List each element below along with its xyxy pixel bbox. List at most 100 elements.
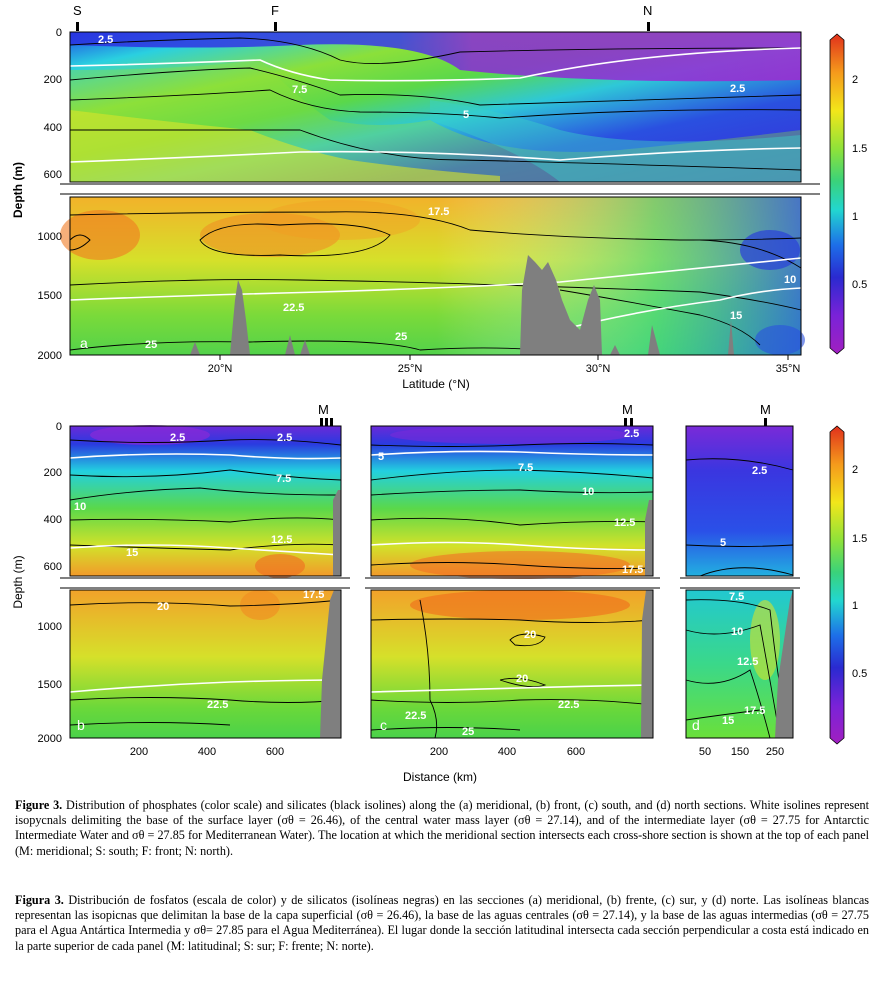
a-ytick-1500: 1500 — [38, 290, 62, 302]
a-ytick-200: 200 — [44, 74, 62, 86]
label-a-2: 5 — [463, 109, 469, 121]
label-d-5: 17.5 — [744, 705, 765, 717]
a-xtick-30: 30°N — [586, 363, 611, 375]
caption-es-label: Figura 3. — [15, 893, 64, 907]
c-xtick-400: 400 — [498, 746, 516, 758]
panel-c-marker: M — [622, 402, 633, 417]
panel-b-letter: b — [77, 717, 85, 733]
cbar-a-15: 1.5 — [852, 143, 867, 155]
cbar-b-1: 1 — [852, 600, 858, 612]
a-xtick-25: 25°N — [398, 363, 423, 375]
label-a-7: 15 — [730, 310, 742, 322]
label-a-0: 2.5 — [98, 34, 113, 46]
label-c-10: 25 — [462, 726, 474, 738]
d-xtick-250: 250 — [766, 746, 784, 758]
a-xtick-20: 20°N — [208, 363, 233, 375]
bottom-ylabel: Depth (m) — [11, 555, 25, 608]
a-ytick-2000: 2000 — [38, 350, 62, 362]
a-xtick-35: 35°N — [776, 363, 801, 375]
label-b-7: 17.5 — [303, 589, 324, 601]
label-c-3: 10 — [582, 486, 594, 498]
c-xtick-600: 600 — [567, 746, 585, 758]
label-b-3: 10 — [74, 501, 86, 513]
colorbar-a: 2 1.5 1 0.5 — [829, 33, 867, 355]
label-c-7: 20 — [516, 673, 528, 685]
d-xtick-150: 150 — [731, 746, 749, 758]
label-b-0: 2.5 — [170, 432, 185, 444]
caption-es-text: Distribución de fosfatos (escala de colo… — [15, 893, 870, 953]
label-c-1: 5 — [378, 451, 384, 463]
b-xtick-600: 600 — [266, 746, 284, 758]
bottom-xlabel: Distance (km) — [403, 770, 477, 784]
a-xlabel: Latitude (°N) — [402, 377, 470, 391]
d-xtick-50: 50 — [699, 746, 711, 758]
cbar-b-2: 2 — [852, 464, 858, 476]
label-a-4: 17.5 — [428, 206, 449, 218]
label-a-9: 25 — [395, 331, 407, 343]
panel-a: S F N — [11, 3, 820, 391]
b-xtick-400: 400 — [198, 746, 216, 758]
cbar-a-05: 0.5 — [852, 279, 867, 291]
bottom-axes: 0 200 400 600 1000 1500 2000 Depth (m) D… — [11, 421, 477, 784]
panel-d-marker: M — [760, 402, 771, 417]
label-d-2: 7.5 — [729, 591, 744, 603]
label-a-8: 25 — [145, 339, 157, 351]
panel-a-upper-field — [69, 32, 802, 182]
label-a-5: 10 — [784, 274, 796, 286]
cbar-a-1: 1 — [852, 211, 858, 223]
a-ytick-1000: 1000 — [38, 231, 62, 243]
panel-b-marker: M — [318, 402, 329, 417]
label-c-6: 20 — [524, 629, 536, 641]
label-d-0: 2.5 — [752, 465, 767, 477]
cbar-a-2: 2 — [852, 74, 858, 86]
label-c-2: 7.5 — [518, 462, 533, 474]
panel-a-letter: a — [80, 335, 88, 351]
caption-spanish: Figura 3. Distribución de fosfatos (esca… — [15, 893, 869, 954]
label-c-8: 22.5 — [405, 710, 426, 722]
panel-d-letter: d — [692, 717, 700, 733]
panel-c: M 2.5 5 7.5 10 — [365, 402, 660, 758]
cbar-b-05: 0.5 — [852, 668, 867, 680]
a-ytick-600: 600 — [44, 169, 62, 181]
a-ylabel: Depth (m) — [11, 162, 25, 218]
label-d-6: 15 — [722, 715, 734, 727]
b-ytick-400: 400 — [44, 514, 62, 526]
label-a-1: 7.5 — [292, 84, 307, 96]
b-ytick-1000: 1000 — [38, 621, 62, 633]
cbar-b-15: 1.5 — [852, 533, 867, 545]
marker-s: S — [73, 3, 82, 18]
panel-c-letter: c — [380, 717, 387, 733]
label-d-4: 12.5 — [737, 656, 758, 668]
b-ytick-200: 200 — [44, 467, 62, 479]
figure-3-sections: S F N — [11, 3, 867, 784]
label-d-1: 5 — [720, 537, 726, 549]
panel-d: M 2.5 5 7.5 10 12.5 17.5 15 d — [680, 402, 800, 758]
label-b-5: 15 — [126, 547, 138, 559]
label-b-2: 7.5 — [276, 473, 291, 485]
b-ytick-0: 0 — [56, 421, 62, 433]
a-ytick-400: 400 — [44, 122, 62, 134]
label-c-9: 22.5 — [558, 699, 579, 711]
caption-en-label: Figure 3. — [15, 798, 63, 812]
b-ytick-2000: 2000 — [38, 733, 62, 745]
label-c-0: 2.5 — [624, 428, 639, 440]
label-a-6: 22.5 — [283, 302, 304, 314]
marker-n: N — [643, 3, 652, 18]
b-xtick-200: 200 — [130, 746, 148, 758]
panel-b: M 2.5 2.5 7.5 10 12.5 15 — [60, 402, 350, 758]
caption-english: Figure 3. Distribution of phosphates (co… — [15, 798, 869, 859]
marker-f: F — [271, 3, 279, 18]
label-b-4: 12.5 — [271, 534, 292, 546]
panel-a-isoline-labels: 2.5 7.5 5 2.5 17.5 10 22.5 15 25 25 — [98, 34, 796, 351]
label-c-4: 12.5 — [614, 517, 635, 529]
colorbar-bcd: 2 1.5 1 0.5 — [829, 425, 867, 745]
label-d-3: 10 — [731, 626, 743, 638]
label-a-3: 2.5 — [730, 83, 745, 95]
label-c-5: 17.5 — [622, 564, 643, 576]
a-ytick-0: 0 — [56, 27, 62, 39]
label-b-6: 20 — [157, 601, 169, 613]
b-ytick-1500: 1500 — [38, 679, 62, 691]
b-ytick-600: 600 — [44, 561, 62, 573]
caption-en-text: Distribution of phosphates (color scale)… — [15, 798, 870, 858]
panel-a-lower-field — [60, 197, 805, 355]
